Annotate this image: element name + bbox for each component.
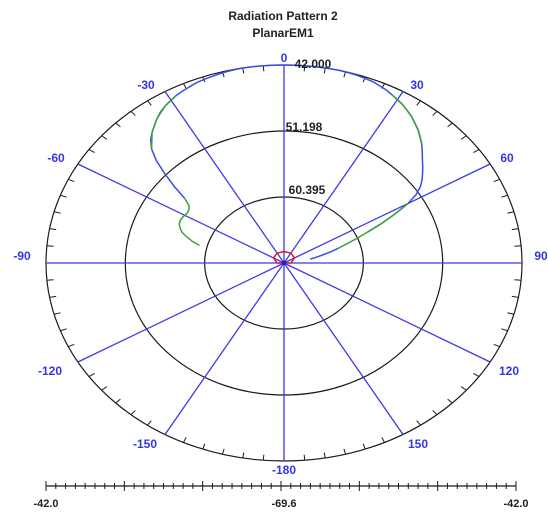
angle-label-neg60: -60 [47, 151, 65, 165]
outer-tick [447, 122, 453, 128]
scale-label-left: -42.0 [33, 498, 58, 510]
outer-tick [460, 135, 467, 140]
outer-tick [362, 443, 366, 450]
outer-tick [511, 295, 519, 298]
outer-tick [101, 135, 108, 140]
outer-tick [323, 67, 326, 74]
outer-tick [130, 110, 136, 116]
outer-tick [182, 437, 187, 443]
series-line-3 [391, 93, 423, 145]
outer-tick [147, 100, 152, 106]
outer-tick [473, 148, 480, 154]
series-line-1 [178, 198, 200, 247]
spoke--30 [164, 91, 285, 264]
angle-label-neg150: -150 [133, 437, 157, 451]
outer-tick [343, 448, 347, 455]
outer-tick [115, 122, 121, 128]
outer-tick [130, 410, 136, 416]
series-line-6 [272, 250, 296, 264]
outer-tick [303, 454, 306, 461]
outer-tick [507, 312, 514, 315]
outer-tick [88, 372, 95, 378]
outer-tick [68, 178, 75, 183]
angle-label-60: 60 [500, 151, 514, 165]
outer-tick [115, 398, 121, 404]
outer-tick [416, 100, 421, 106]
ring-label-inner: 60.395 [289, 183, 326, 197]
angle-label-neg180: -180 [272, 463, 296, 477]
angle-label-neg90: -90 [13, 249, 31, 263]
outer-tick [221, 448, 225, 455]
outer-tick [501, 328, 508, 332]
spoke-120 [283, 262, 491, 363]
scale-label-right: -42.0 [503, 498, 528, 510]
outer-tick [323, 452, 326, 459]
angle-label-120: 120 [499, 364, 519, 378]
angle-label-neg120: -120 [38, 364, 62, 378]
outer-tick [68, 343, 75, 348]
outer-tick [182, 83, 187, 89]
chart-subtitle: PlanarEM1 [252, 26, 314, 40]
spoke-60 [283, 163, 491, 264]
outer-tick [54, 211, 61, 214]
outer-tick [49, 228, 57, 231]
series-line-4 [337, 202, 409, 250]
outer-tick [493, 178, 500, 183]
angle-label-90: 90 [534, 249, 548, 263]
outer-tick [381, 437, 386, 443]
spoke-30 [283, 91, 404, 264]
outer-tick [49, 295, 57, 298]
outer-tick [88, 148, 95, 154]
outer-tick [432, 110, 438, 116]
outer-tick [416, 420, 421, 426]
angle-label-30: 30 [410, 78, 424, 92]
angle-label-0: 0 [281, 51, 288, 65]
outer-tick [202, 443, 206, 450]
spoke--150 [164, 262, 285, 435]
angle-spokes [46, 65, 522, 461]
outer-tick [303, 65, 306, 72]
outer-tick [242, 67, 245, 74]
spoke--120 [77, 262, 285, 363]
angle-label-150: 150 [408, 437, 428, 451]
outer-tick [147, 420, 152, 426]
angle-labels: 0 30 60 90 120 150 -180 -150 -120 -90 -6… [13, 51, 548, 477]
outer-tick [432, 410, 438, 416]
outer-tick [473, 372, 480, 378]
outer-tick [242, 452, 245, 459]
radial-scale-bar [45, 481, 517, 491]
outer-tick [262, 454, 265, 461]
outer-tick [501, 194, 508, 198]
series-line-5 [310, 247, 339, 260]
outer-tick [493, 343, 500, 348]
outer-tick [54, 312, 61, 315]
chart-title: Radiation Pattern 2 [228, 9, 338, 23]
outer-tick [101, 386, 108, 391]
outer-tick [262, 65, 265, 72]
outer-tick [511, 228, 519, 231]
scale-label-center: -69.6 [271, 498, 296, 510]
ring-label-middle: 51.198 [286, 120, 323, 134]
outer-tick [60, 194, 67, 198]
series-layer [149, 64, 424, 266]
center-point [281, 260, 287, 266]
outer-tick [460, 386, 467, 391]
spoke--60 [77, 163, 285, 264]
outer-tick [507, 211, 514, 214]
outer-tick [60, 328, 67, 332]
spoke-150 [283, 262, 404, 435]
series-line-2 [150, 94, 178, 150]
outer-tick [447, 398, 453, 404]
series-line-0 [149, 64, 424, 233]
ring-label-outer: 42.000 [295, 57, 332, 71]
angle-label-neg30: -30 [137, 78, 155, 92]
